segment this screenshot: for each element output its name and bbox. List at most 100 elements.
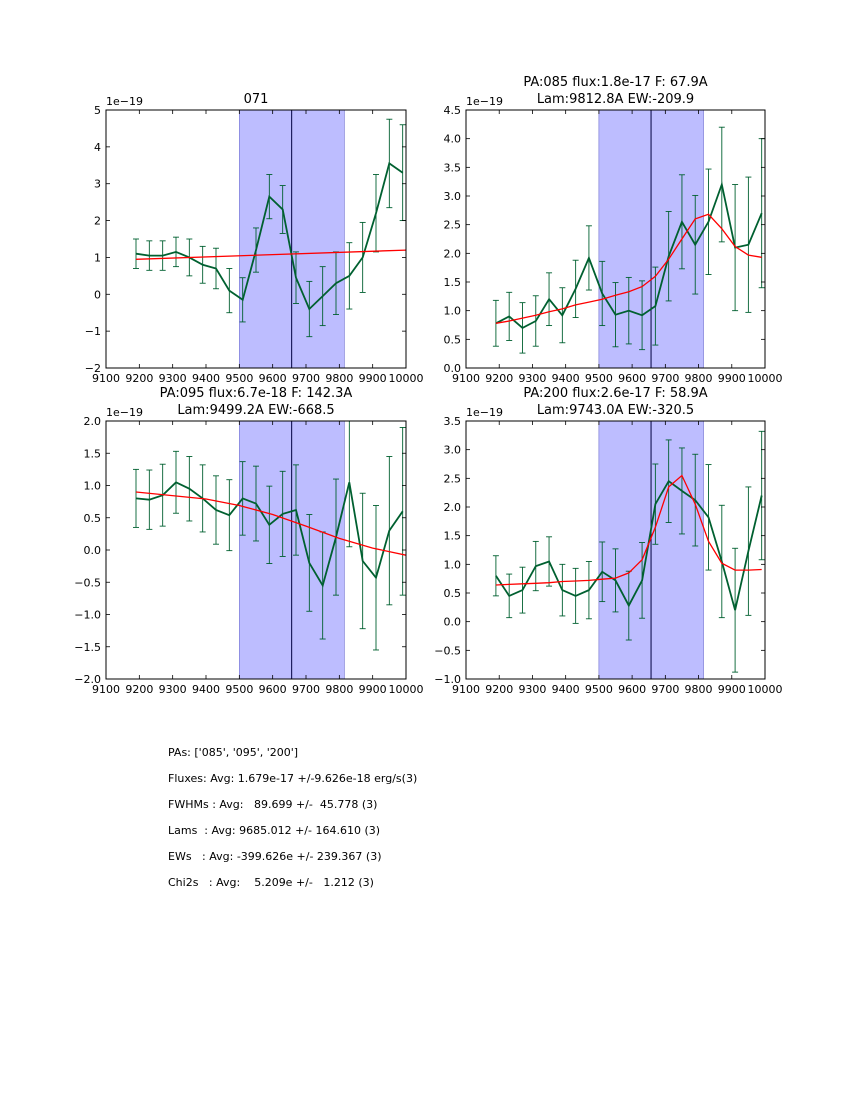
x-tick-label: 10000 — [389, 372, 424, 385]
x-tick-label: 9400 — [552, 683, 580, 696]
x-tick-label: 9700 — [292, 683, 320, 696]
axes-frame — [465, 420, 766, 680]
y-exponent-label: 1e−19 — [466, 406, 503, 419]
plot-area — [133, 118, 406, 338]
y-tick-label: −0.5 — [434, 644, 461, 657]
y-tick-label: 1.5 — [444, 276, 462, 289]
y-tick-label: 2.0 — [84, 415, 102, 428]
x-tick-label: 9300 — [159, 683, 187, 696]
x-tick-label: 9500 — [225, 683, 253, 696]
y-tick-label: 3.5 — [444, 415, 462, 428]
summary-fluxes: Fluxes: Avg: 1.679e-17 +/-9.626e-18 erg/… — [168, 772, 418, 785]
panel-2: 9100 9200 9300 9400 9500 9600 9700 9800 9900 1000… — [444, 75, 783, 385]
x-tick-label: 9300 — [159, 372, 187, 385]
y-tick-label: 0 — [94, 288, 101, 301]
plot-area — [492, 430, 765, 673]
y-tick-label: 5 — [94, 104, 101, 117]
fit-summary: PAs: ['085', '095', '200'] Fluxes: Avg: … — [168, 740, 417, 896]
y-tick-label: 4 — [94, 141, 101, 154]
plot-area — [492, 126, 765, 354]
y-tick-label: 0.0 — [444, 616, 462, 629]
y-tick-label: 4.5 — [444, 104, 462, 117]
chart-title: PA:200 flux:2.6e-17 F: 58.9A — [523, 386, 707, 401]
x-tick-label: 9400 — [192, 372, 220, 385]
panel-4: 9100 9200 9300 9400 9500 9600 9700 9800 9900 1000… — [434, 386, 782, 696]
x-tick-label: 10000 — [389, 683, 424, 696]
y-tick-label: 0.5 — [444, 587, 462, 600]
y-tick-label: 3.0 — [444, 444, 462, 457]
x-tick-label: 9800 — [325, 372, 353, 385]
x-tick-label: 9300 — [518, 683, 546, 696]
y-tick-label: 0.5 — [84, 512, 102, 525]
x-tick-label: 9800 — [685, 372, 713, 385]
x-tick-label: 10000 — [748, 683, 783, 696]
axes-frame — [465, 109, 766, 369]
y-tick-label: 1.5 — [444, 530, 462, 543]
x-tick-label: 9900 — [718, 683, 746, 696]
x-tick-label: 9600 — [259, 683, 287, 696]
flux-line — [495, 479, 763, 611]
summary-chi2s: Chi2s : Avg: 5.209e +/- 1.212 (3) — [168, 876, 374, 889]
y-tick-label: −1 — [85, 325, 101, 338]
y-exponent-label: 1e−19 — [106, 95, 143, 108]
summary-ews: EWs : Avg: -399.626e +/- 239.367 (3) — [168, 850, 382, 863]
y-tick-label: 1 — [94, 251, 101, 264]
x-tick-label: 9500 — [585, 683, 613, 696]
panel-1: 9100 9200 9300 9400 9500 9600 9700 9800 9900 1000… — [85, 92, 424, 385]
x-tick-label: 9700 — [651, 372, 679, 385]
model-line — [135, 249, 406, 260]
y-tick-label: 0.5 — [444, 333, 462, 346]
x-tick-label: 10000 — [748, 372, 783, 385]
y-tick-label: 3.5 — [444, 161, 462, 174]
x-tick-label: 9500 — [585, 372, 613, 385]
chart-subtitle: Lam:9499.2A EW:-668.5 — [177, 403, 334, 418]
y-tick-label: −0.5 — [74, 576, 101, 589]
y-tick-label: −2.0 — [74, 673, 101, 686]
y-tick-label: −1.5 — [74, 641, 101, 654]
x-tick-label: 9800 — [325, 683, 353, 696]
summary-fwhms: FWHMs : Avg: 89.699 +/- 45.778 (3) — [168, 798, 378, 811]
y-tick-label: 2.5 — [444, 472, 462, 485]
x-tick-label: 9100 — [92, 372, 120, 385]
x-tick-label: 9600 — [618, 372, 646, 385]
y-tick-label: 2.5 — [444, 219, 462, 232]
y-tick-label: 1.0 — [84, 480, 102, 493]
x-tick-label: 9700 — [292, 372, 320, 385]
summary-pas: PAs: ['085', '095', '200'] — [168, 746, 299, 759]
y-tick-label: −2 — [85, 362, 101, 375]
x-tick-label: 9700 — [651, 683, 679, 696]
x-tick-label: 9900 — [359, 683, 387, 696]
y-tick-label: 1.0 — [444, 305, 462, 318]
y-tick-label: 3 — [94, 178, 101, 191]
x-tick-label: 9900 — [718, 372, 746, 385]
y-tick-label: 2.0 — [444, 247, 462, 260]
y-tick-label: 1.0 — [444, 558, 462, 571]
x-tick-label: 9300 — [518, 372, 546, 385]
x-tick-label: 9200 — [125, 372, 153, 385]
x-tick-label: 9400 — [192, 683, 220, 696]
x-tick-label: 9400 — [552, 372, 580, 385]
y-exponent-label: 1e−19 — [466, 95, 503, 108]
model-line — [495, 213, 762, 324]
y-tick-label: 2.0 — [444, 501, 462, 514]
flux-line — [135, 481, 404, 588]
flux-line — [135, 161, 404, 311]
x-tick-label: 9100 — [92, 683, 120, 696]
axes-frame — [105, 109, 407, 369]
y-exponent-label: 1e−19 — [106, 406, 143, 419]
y-tick-label: 0.0 — [444, 362, 462, 375]
x-tick-label: 9100 — [452, 372, 480, 385]
summary-lams: Lams : Avg: 9685.012 +/- 164.610 (3) — [168, 824, 381, 837]
x-tick-label: 9900 — [359, 372, 387, 385]
plot-area — [133, 421, 406, 651]
y-tick-label: −1.0 — [74, 609, 101, 622]
x-tick-label: 9200 — [125, 683, 153, 696]
chart-title: PA:095 flux:6.7e-18 F: 142.3A — [160, 386, 353, 401]
x-tick-label: 9100 — [452, 683, 480, 696]
panel-3: 9100 9200 9300 9400 9500 9600 9700 9800 9900 1000… — [74, 386, 423, 696]
y-tick-label: 1.5 — [84, 447, 102, 460]
y-tick-label: 2 — [94, 215, 101, 228]
x-tick-label: 9600 — [259, 372, 287, 385]
y-tick-label: 4.0 — [444, 133, 462, 146]
